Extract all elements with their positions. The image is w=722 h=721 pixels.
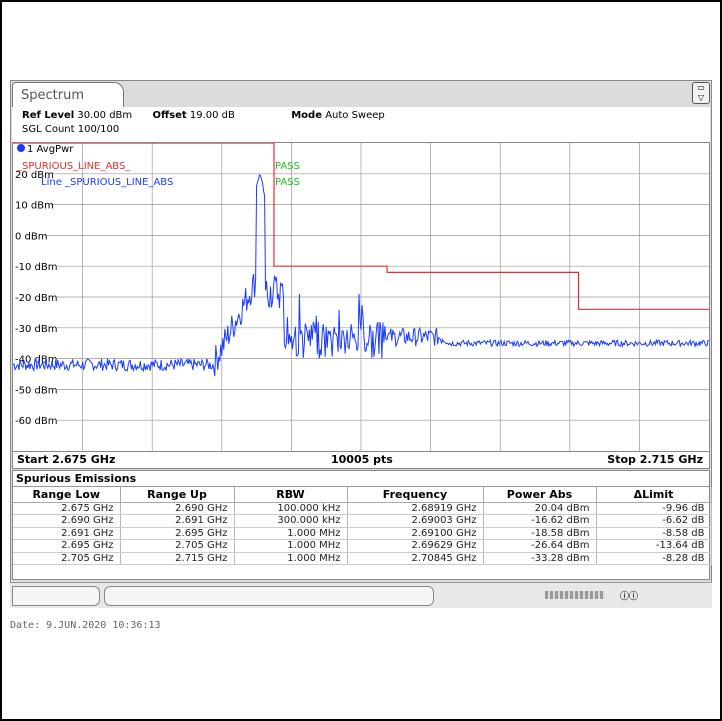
y-tick-label-bg <box>13 167 51 179</box>
cell: -6.62 dB <box>596 514 712 528</box>
ref-level-label: Ref Level <box>22 110 75 121</box>
trace-label-text: 1 AvgPwr <box>27 144 74 155</box>
cell: -16.62 dBm <box>483 514 597 528</box>
cell: -18.58 dBm <box>483 527 597 540</box>
cell: -9.96 dB <box>596 502 712 515</box>
window-menu-icon[interactable]: ▭ ▽ <box>692 82 710 104</box>
progress-indicator <box>545 591 605 599</box>
table-header-row: Range Low Range Up RBW Frequency Power A… <box>13 487 712 503</box>
table-row[interactable]: 2.691 GHz 2.695 GHz 1.000 MHz 2.69100 GH… <box>13 527 712 540</box>
cell: -8.28 dB <box>596 552 712 565</box>
y-tick-label: -20 dBm <box>15 293 57 304</box>
tab-spectrum-label: Spectrum <box>21 88 84 103</box>
tab-spectrum[interactable]: Spectrum <box>12 82 124 108</box>
date-stamp: Date: 9.JUN.2020 10:36:13 <box>10 620 161 631</box>
cell: -26.64 dBm <box>483 539 597 553</box>
col-range-up: Range Up <box>120 487 235 503</box>
table-row[interactable]: 2.705 GHz 2.715 GHz 1.000 MHz 2.70845 GH… <box>13 552 712 565</box>
col-delta-limit: ΔLimit <box>596 487 712 503</box>
status-icon: ⓘⓘ <box>620 592 639 602</box>
status-bar: ⓘⓘ <box>10 582 712 608</box>
limit-line <box>13 143 709 310</box>
cell: 2.68919 GHz <box>347 502 484 515</box>
y-tick-label-bg <box>13 321 57 333</box>
cell: 2.675 GHz <box>13 502 121 515</box>
cell: 2.695 GHz <box>13 539 121 553</box>
y-tick-label: -10 dBm <box>15 262 57 273</box>
y-tick-label: 0 dBm <box>15 231 48 242</box>
y-tick-label: 20 dBm <box>15 170 54 181</box>
start-frequency: Start 2.675 GHz <box>17 453 116 466</box>
y-tick-label: -50 dBm <box>15 385 57 396</box>
y-tick-label: -30 dBm <box>15 324 57 335</box>
sgl-count: SGL Count 100/100 <box>22 124 120 135</box>
cell: 300.000 kHz <box>234 514 348 528</box>
table-title: Spurious Emissions <box>13 471 709 487</box>
y-tick-label: -60 dBm <box>15 416 57 427</box>
limit-line-label-blue: Line _SPURIOUS_LINE_ABS <box>41 177 173 188</box>
table-row[interactable]: 2.690 GHz 2.691 GHz 300.000 kHz 2.69003 … <box>13 514 712 528</box>
cell: 20.04 dBm <box>483 502 597 515</box>
cell: 2.690 GHz <box>13 514 121 528</box>
y-tick-label-bg <box>13 260 57 272</box>
trace-label: 1 AvgPwr <box>17 144 73 155</box>
offset-label: Offset <box>152 110 187 121</box>
cell: 2.690 GHz <box>120 502 235 515</box>
offset-value: 19.00 dB <box>189 110 235 121</box>
cell: 2.69100 GHz <box>347 527 484 540</box>
cell: 2.705 GHz <box>13 552 121 565</box>
cell: 1.000 MHz <box>234 552 348 565</box>
cell: 1.000 MHz <box>234 539 348 553</box>
cell: 2.70845 GHz <box>347 552 484 565</box>
stop-frequency: Stop 2.715 GHz <box>607 453 703 466</box>
cell: 2.691 GHz <box>13 527 121 540</box>
status-message-field[interactable] <box>104 586 434 606</box>
col-range-low: Range Low <box>13 487 121 503</box>
limit-line-label-red: _SPURIOUS_LINE_ABS_ <box>16 161 131 172</box>
cell: 1.000 MHz <box>234 527 348 540</box>
cell: -13.64 dB <box>596 539 712 553</box>
spurious-emissions-table: Spurious Emissions Range Low Range Up RB… <box>12 470 712 580</box>
cell: 2.69003 GHz <box>347 514 484 528</box>
mode-value: Auto Sweep <box>325 110 385 121</box>
y-tick-label-bg <box>13 352 57 364</box>
x-axis-footer: Start 2.675 GHz 10005 pts Stop 2.715 GHz <box>12 452 710 469</box>
status-field-left[interactable] <box>12 586 100 606</box>
spectrum-plot[interactable]: 20 dBm 10 dBm 0 dBm -10 dBm -20 dBm -30 dBm -4… <box>12 142 710 452</box>
col-rbw: RBW <box>234 487 348 503</box>
cell: -8.58 dB <box>596 527 712 540</box>
y-tick-label: 10 dBm <box>15 201 54 212</box>
cell: 100.000 kHz <box>234 502 348 515</box>
cell: 2.695 GHz <box>120 527 235 540</box>
cell: 2.715 GHz <box>120 552 235 565</box>
y-tick-label-bg <box>13 291 57 302</box>
col-frequency: Frequency <box>347 487 484 503</box>
spectrum-trace <box>13 173 709 377</box>
ref-level-value: 30.00 dBm <box>77 110 133 121</box>
measurement-header: Ref Level 30.00 dBm Offset 19.00 dB Mode… <box>12 107 710 145</box>
cell: 2.69629 GHz <box>347 539 484 553</box>
y-tick-label-bg <box>13 383 57 395</box>
table-row[interactable]: 2.675 GHz 2.690 GHz 100.000 kHz 2.68919 … <box>13 502 712 515</box>
cell: 2.691 GHz <box>120 514 235 528</box>
sweep-points: 10005 pts <box>331 453 393 466</box>
y-tick-label-bg <box>13 229 45 241</box>
y-tick-label-bg <box>13 198 51 210</box>
cell: 2.705 GHz <box>120 539 235 553</box>
table-row[interactable]: 2.695 GHz 2.705 GHz 1.000 MHz 2.69629 GH… <box>13 539 712 553</box>
col-power-abs: Power Abs <box>483 487 597 503</box>
pass-label: PASS <box>275 177 300 188</box>
y-tick-label-bg <box>13 414 57 426</box>
mode-label: Mode <box>291 110 322 121</box>
cell: -33.28 dBm <box>483 552 597 565</box>
pass-label: PASS <box>275 161 300 172</box>
